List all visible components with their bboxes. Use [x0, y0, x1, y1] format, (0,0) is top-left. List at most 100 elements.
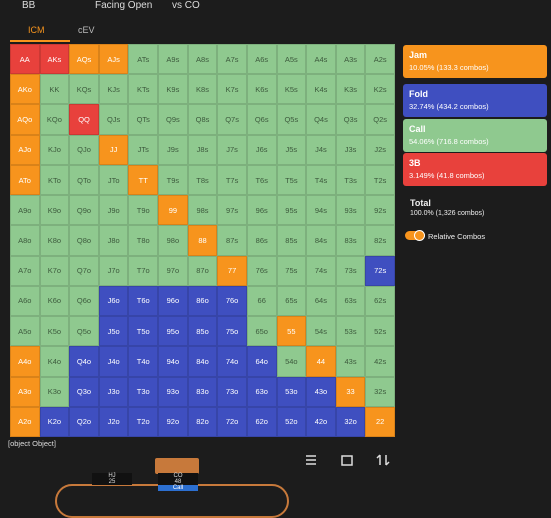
hand-cell: 63s: [335, 285, 366, 317]
hand-cell: KK: [39, 74, 70, 105]
hand-cell: 22: [365, 406, 395, 437]
hand-cell: A6s: [246, 44, 277, 75]
seat: HJ 25: [92, 473, 132, 485]
hand-cell: A4o: [10, 346, 40, 377]
hand-cell: 32s: [365, 376, 395, 407]
legend-item[interactable]: 3B 3.149% (41.8 combos): [403, 153, 547, 186]
table-icon[interactable]: [341, 455, 353, 466]
hand-cell: J2s: [365, 134, 395, 165]
hand-cell: T7o: [128, 255, 159, 286]
hand-cell: K3s: [335, 74, 366, 105]
hand-cell: TT: [128, 164, 159, 196]
hand-cell: 95s: [276, 195, 307, 226]
hand-cell: 54o: [276, 346, 307, 377]
hand-cell: 83o: [187, 376, 218, 407]
hand-cell: T7s: [217, 164, 247, 196]
hand-cell: JTo: [98, 164, 129, 196]
hand-cell: AJs: [98, 44, 129, 75]
hand-cell: T5o: [128, 316, 159, 347]
hand-cell: Q2o: [69, 406, 99, 437]
cards: [155, 458, 199, 474]
hand-cell: Q8o: [69, 225, 99, 256]
hand-cell: KJs: [98, 74, 129, 105]
hand-cell: A2s: [365, 44, 395, 75]
hand-cell: T9s: [158, 164, 188, 196]
hand-cell: 33: [335, 376, 366, 407]
hand-cell: K4s: [306, 74, 336, 105]
legend-item[interactable]: Jam 10.05% (133.3 combos): [403, 45, 547, 78]
hand-cell: KQs: [69, 74, 99, 105]
hand-cell: JJ: [98, 134, 129, 165]
range-grid: AA AKs AQs AJs ATs A9s A8s A7s A6s A5s A4s A3s A2s AK…: [10, 44, 395, 437]
hand-cell: T6o: [128, 285, 159, 317]
hand-cell: A7o: [10, 255, 40, 286]
legend-item[interactable]: Fold 32.74% (434.2 combos): [403, 84, 547, 117]
hand-cell: AQs: [69, 44, 99, 75]
hand-cell: 52o: [276, 406, 307, 437]
hand-cell: T2s: [365, 164, 395, 196]
hand-cell: 73o: [217, 376, 247, 407]
hand-cell: J4s: [306, 134, 336, 165]
sort-icon[interactable]: [376, 454, 390, 466]
tab[interactable]: cEV: [78, 25, 95, 35]
hand-cell: Q7s: [217, 104, 247, 135]
hand-cell: 97o: [158, 255, 188, 286]
hand-cell: 93s: [335, 195, 366, 226]
legend-detail: 54.06% (716.8 combos): [409, 137, 489, 146]
hand-cell: 94s: [306, 195, 336, 226]
hand-cell: Q6o: [69, 285, 99, 317]
hand-cell: K2s: [365, 74, 395, 105]
tab-indicator: [10, 40, 70, 42]
hand-cell: J9o: [98, 195, 129, 226]
list-icon[interactable]: [306, 455, 316, 465]
hand-cell: 92o: [158, 406, 188, 437]
hand-cell: T3s: [335, 164, 366, 196]
tab[interactable]: ICM: [28, 25, 45, 35]
hand-cell: A7s: [217, 44, 247, 75]
hand-cell: 86s: [246, 225, 277, 256]
legend-item[interactable]: Call 54.06% (716.8 combos): [403, 119, 547, 152]
opponent[interactable]: vs CO: [172, 0, 200, 11]
hand-cell: 84s: [306, 225, 336, 256]
seat-stack: 25: [108, 479, 116, 485]
hand-cell: T4o: [128, 346, 159, 377]
hand-cell: Q9s: [158, 104, 188, 135]
hand-cell: 53s: [335, 316, 366, 347]
hand-cell: 82s: [365, 225, 395, 256]
hand-cell: K6s: [246, 74, 277, 105]
hand-cell: 66: [246, 285, 277, 317]
hand-cell: 75s: [276, 255, 307, 286]
hand-cell: 98o: [158, 225, 188, 256]
hand-cell: 76o: [217, 285, 247, 317]
hand-cell: 87o: [187, 255, 218, 286]
hand-cell: Q7o: [69, 255, 99, 286]
hand-cell: 94o: [158, 346, 188, 377]
hand-cell: 65s: [276, 285, 307, 317]
legend-detail: 3.149% (41.8 combos): [409, 171, 485, 180]
position[interactable]: BB: [22, 0, 36, 11]
hand-cell: A4s: [306, 44, 336, 75]
toggle-switch[interactable]: [405, 230, 425, 241]
hand-cell: A5o: [10, 316, 40, 347]
hand-cell: J7o: [98, 255, 129, 286]
scenario[interactable]: Facing Open: [95, 0, 153, 11]
footer-text: [object Object]: [8, 439, 56, 448]
hand-cell: Q6s: [246, 104, 277, 135]
legend-detail: 10.05% (133.3 combos): [409, 63, 489, 72]
hand-cell: 74o: [217, 346, 247, 377]
hand-cell: Q9o: [69, 195, 99, 226]
seat-name: HJ: [108, 473, 116, 479]
hand-cell: ATs: [128, 44, 159, 75]
hand-cell: KTs: [128, 74, 159, 105]
legend-detail: 32.74% (434.2 combos): [409, 102, 489, 111]
seat: CO 48 Call: [158, 473, 198, 491]
hand-cell: T9o: [128, 195, 159, 226]
hand-cell: K7s: [217, 74, 247, 105]
hand-cell: Q5s: [276, 104, 307, 135]
hand-cell: 63o: [246, 376, 277, 407]
hand-cell: K8o: [39, 225, 70, 256]
hand-cell: J3o: [98, 376, 129, 407]
hand-cell: 54s: [306, 316, 336, 347]
legend-name: 3B: [409, 158, 421, 168]
hand-cell: K9o: [39, 195, 70, 226]
